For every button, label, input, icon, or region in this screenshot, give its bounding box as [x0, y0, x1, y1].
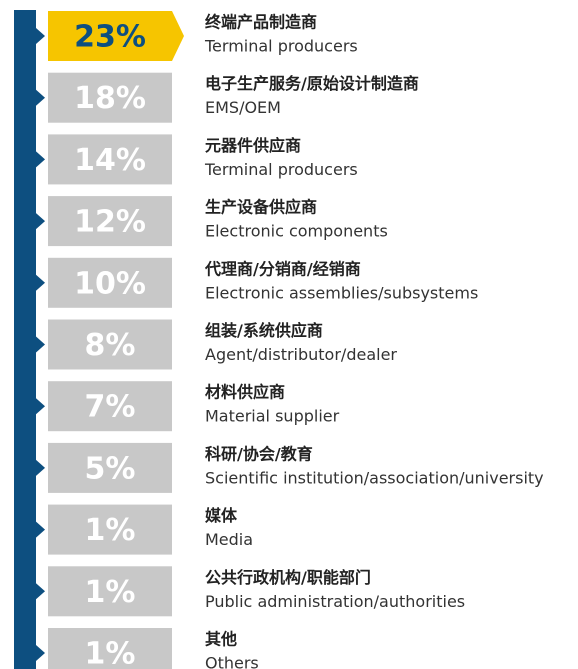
label-en: Material supplier [205, 407, 340, 426]
percent-box [48, 257, 172, 308]
pointer [36, 583, 45, 600]
label-en: Public administration/authorities [205, 592, 465, 611]
pointer [36, 151, 45, 168]
percent-box [48, 566, 172, 617]
label-en: EMS/OEM [205, 98, 281, 117]
label-zh: 生产设备供应商 [205, 198, 317, 217]
label-zh: 组装/系统供应商 [205, 321, 323, 340]
percent: 7% [85, 390, 136, 425]
label-en: Terminal producers [204, 37, 358, 56]
label-en: Electronic components [205, 222, 388, 241]
pointer [36, 521, 45, 538]
label-zh: 科研/协会/教育 [205, 444, 313, 463]
label-zh: 媒体 [205, 506, 238, 525]
percent: 10% [74, 266, 146, 301]
percent-box [48, 442, 172, 493]
label-en: Scientific institution/association/unive… [205, 468, 544, 487]
label-zh: 其他 [205, 630, 237, 649]
pointer [36, 336, 45, 353]
pointer [36, 459, 45, 476]
side-bar [14, 10, 36, 669]
percent: 18% [74, 81, 146, 116]
label-zh: 公共行政机构/职能部门 [205, 568, 371, 587]
percent-box [48, 72, 172, 123]
label-zh: 材料供应商 [205, 383, 285, 402]
percent-box [48, 381, 172, 432]
percent: 1% [85, 513, 136, 548]
pointer [36, 28, 45, 44]
percent: 12% [74, 205, 146, 240]
label-en: Media [205, 530, 253, 549]
percent: 8% [85, 328, 136, 363]
percent-box [48, 628, 172, 669]
label-en: Electronic assemblies/subsystems [205, 283, 478, 302]
percent-box [48, 134, 172, 185]
label-zh: 终端产品制造商 [205, 13, 317, 32]
percent: 23% [74, 20, 146, 55]
pointer [36, 213, 45, 230]
percent: 14% [74, 143, 146, 178]
label-zh: 元器件供应商 [205, 136, 301, 155]
label-en: Others [205, 654, 259, 669]
pointer [36, 398, 45, 415]
pointer [36, 89, 45, 106]
label-en: Terminal producers [204, 160, 358, 179]
label-en: Agent/distributor/dealer [205, 345, 397, 364]
percent-box [48, 11, 184, 61]
percent-box [48, 504, 172, 555]
percent: 1% [85, 637, 136, 669]
pointer [36, 645, 45, 661]
label-zh: 电子生产服务/原始设计制造商 [205, 74, 419, 93]
percent-box [48, 196, 172, 247]
percent: 5% [85, 451, 136, 486]
pointer [36, 274, 45, 291]
label-zh: 代理商/分销商/经销商 [204, 259, 361, 278]
percent: 1% [85, 575, 136, 610]
percent-box [48, 319, 172, 370]
